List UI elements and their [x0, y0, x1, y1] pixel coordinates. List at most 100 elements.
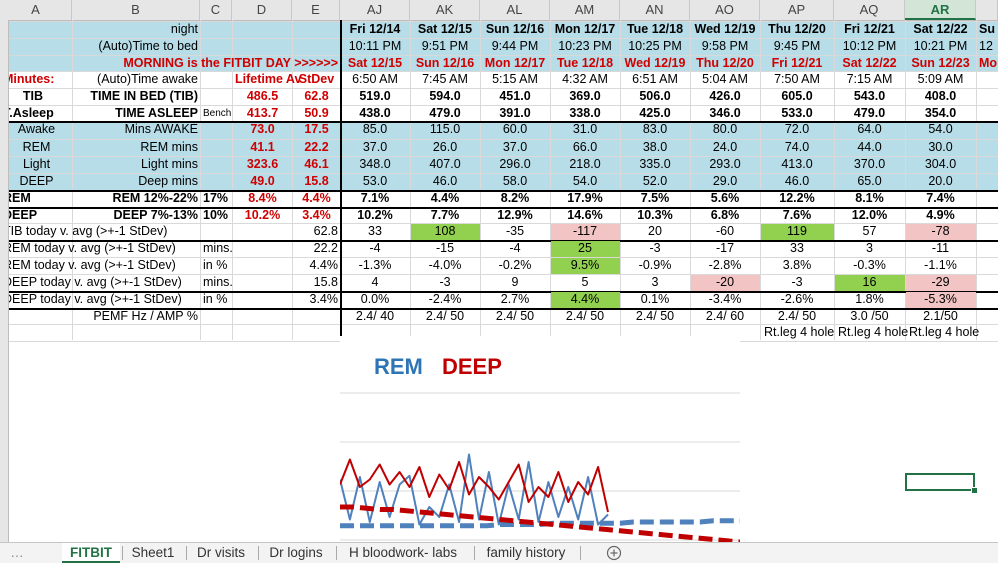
cell-rem-pct-day[interactable]: 7.5%: [640, 191, 670, 205]
cell-morning-day[interactable]: Mo: [979, 56, 998, 70]
cell-rem-pct-a[interactable]: REM: [3, 191, 31, 205]
cell-deep-today-pct-day[interactable]: 0.0%: [360, 292, 390, 306]
cell-night-day[interactable]: Sat 12/15: [417, 22, 473, 36]
cell-deep-pct-day[interactable]: 10.2%: [357, 208, 393, 222]
cell-morning-day[interactable]: Fri 12/21: [771, 56, 823, 70]
cell-awake-e[interactable]: 17.5: [304, 122, 329, 136]
cell-bed-day[interactable]: 12: [979, 39, 993, 53]
cell-asleep-day[interactable]: 438.0: [359, 106, 391, 120]
cell-deep-today-pct-day[interactable]: -5.3%: [924, 292, 957, 306]
selected-cell[interactable]: [905, 473, 975, 491]
tab-sheet1[interactable]: Sheet1: [131, 545, 175, 560]
cell-rem-pct-day[interactable]: 12.2%: [779, 191, 815, 205]
cell-light-b[interactable]: Light mins: [141, 157, 198, 171]
cell-deep-day[interactable]: 52.0: [642, 174, 668, 188]
cell-rem-today-mins-c[interactable]: mins.: [203, 241, 233, 255]
cell-tib-today-day[interactable]: -35: [505, 224, 525, 238]
cell-awake-day[interactable]: 85.0: [362, 122, 388, 136]
cell-asleep-day[interactable]: 533.0: [781, 106, 813, 120]
cell-tib-today-day[interactable]: 57: [862, 224, 877, 238]
cell-awake-time-day[interactable]: 5:15 AM: [492, 72, 538, 86]
cell-tib-today-day[interactable]: 20: [648, 224, 662, 238]
column-header-b[interactable]: B: [72, 0, 200, 20]
cell-notes-day[interactable]: Rt.leg 4 hole: [838, 325, 909, 339]
cell-asleep-day[interactable]: 391.0: [499, 106, 531, 120]
cell-tib-day[interactable]: 369.0: [569, 89, 601, 103]
cell-rem-today-pct-c[interactable]: in %: [203, 258, 228, 272]
cell-tib-b[interactable]: TIME IN BED (TIB): [90, 89, 198, 103]
cell-rem-day[interactable]: 30.0: [928, 140, 953, 154]
cell-rem-today-mins-day[interactable]: -4: [509, 241, 521, 255]
cell-awake-time-day[interactable]: 5:04 AM: [702, 72, 748, 86]
cell-deep-today-pct-day[interactable]: -3.4%: [708, 292, 742, 306]
cell-morning-b[interactable]: MORNING is the FITBIT DAY >>>>>>: [123, 56, 338, 70]
column-header-ak[interactable]: AK: [410, 0, 480, 20]
cell-deep-day[interactable]: 65.0: [857, 174, 882, 188]
cell-rem-day[interactable]: 26.0: [432, 140, 458, 154]
column-header-an[interactable]: AN: [620, 0, 690, 20]
cell-rem-day[interactable]: 44.0: [857, 140, 882, 154]
cell-deep-today-pct-a[interactable]: DEEP today v. avg (>+-1 StDev): [3, 292, 182, 306]
cell-tib-e[interactable]: 62.8: [304, 89, 329, 103]
cell-pemf-day[interactable]: 2.4/ 40: [355, 309, 395, 323]
cell-rem-day[interactable]: 74.0: [784, 140, 810, 154]
cell-morning-day[interactable]: Mon 12/17: [484, 56, 546, 70]
cell-deep-pct-b[interactable]: DEEP 7%-13%: [113, 208, 198, 222]
cell-deep-today-mins-a[interactable]: DEEP today v. avg (>+-1 StDev): [3, 275, 182, 289]
cell-light-d[interactable]: 323.6: [246, 157, 279, 171]
cell-rem-day[interactable]: 24.0: [712, 140, 738, 154]
cell-night-day[interactable]: Wed 12/19: [694, 22, 756, 36]
cell-pemf-day[interactable]: 2.4/ 50: [425, 309, 465, 323]
cell-night-day[interactable]: Sat 12/22: [913, 22, 968, 36]
cell-asleep-day[interactable]: 479.0: [853, 106, 886, 120]
cell-deep-pct-day[interactable]: 7.6%: [782, 208, 812, 222]
cell-light-day[interactable]: 293.0: [709, 157, 741, 171]
fill-handle[interactable]: [971, 487, 978, 494]
cell-night-day[interactable]: Su: [979, 22, 995, 36]
cell-light-day[interactable]: 413.0: [781, 157, 813, 171]
cell-deep-today-mins-day[interactable]: 9: [511, 275, 519, 289]
cell-awake-time-d[interactable]: Lifetime Av: [235, 72, 302, 86]
column-header-am[interactable]: AM: [550, 0, 620, 20]
cell-deep-pct-d[interactable]: 10.2%: [244, 208, 281, 222]
cell-tib-today-day[interactable]: 108: [434, 224, 456, 238]
cell-deep-pct-day[interactable]: 12.0%: [851, 208, 888, 222]
cell-deep-today-pct-c[interactable]: in %: [203, 292, 228, 306]
cell-tib-today-day[interactable]: 119: [787, 224, 807, 238]
cell-night-b[interactable]: night: [170, 22, 198, 36]
cell-tib-day[interactable]: 594.0: [429, 89, 461, 103]
cell-deep-a[interactable]: DEEP: [19, 174, 54, 188]
cell-morning-day[interactable]: Sat 12/22: [842, 56, 897, 70]
cell-tib-day[interactable]: 519.0: [359, 89, 391, 103]
cell-awake-time-e[interactable]: StDev: [298, 72, 335, 86]
cell-rem-today-mins-day[interactable]: -17: [715, 241, 735, 255]
cell-asleep-e[interactable]: 50.9: [304, 106, 329, 120]
cell-tib-day[interactable]: 605.0: [781, 89, 813, 103]
cell-awake-time-day[interactable]: 4:32 AM: [562, 72, 608, 86]
cell-deep-day[interactable]: 54.0: [572, 174, 598, 188]
cell-rem-today-pct-day[interactable]: -4.0%: [428, 258, 462, 272]
cell-deep-today-mins-day[interactable]: -29: [931, 275, 950, 289]
cell-awake-time-b[interactable]: (Auto)Time awake: [97, 72, 198, 86]
column-header-partial[interactable]: [976, 0, 998, 20]
cell-rem-e[interactable]: 22.2: [304, 140, 329, 154]
cell-tib-day[interactable]: 543.0: [853, 89, 886, 103]
cell-light-day[interactable]: 304.0: [924, 157, 957, 171]
cell-bed-day[interactable]: 9:51 PM: [421, 39, 469, 53]
cell-night-day[interactable]: Fri 12/14: [349, 22, 401, 36]
cell-deep-today-pct-day[interactable]: 2.7%: [500, 292, 530, 306]
cell-deep-today-pct-day[interactable]: 1.8%: [855, 292, 884, 306]
column-header-ao[interactable]: AO: [690, 0, 760, 20]
cell-deep-b[interactable]: Deep mins: [138, 174, 198, 188]
plus-circle-icon[interactable]: [604, 543, 624, 563]
cell-rem-pct-day[interactable]: 7.1%: [360, 191, 390, 205]
cell-awake-d[interactable]: 73.0: [250, 122, 275, 136]
cell-light-day[interactable]: 348.0: [359, 157, 391, 171]
cell-awake-day[interactable]: 72.0: [784, 122, 810, 136]
cell-deep-today-mins-day[interactable]: 3: [651, 275, 659, 289]
cell-awake-day[interactable]: 64.0: [857, 122, 882, 136]
cell-rem-day[interactable]: 37.0: [502, 140, 528, 154]
cell-bed-b[interactable]: (Auto)Time to bed: [98, 39, 198, 53]
cell-rem-today-mins-day[interactable]: -3: [649, 241, 661, 255]
cell-tib-today-day[interactable]: -60: [715, 224, 735, 238]
